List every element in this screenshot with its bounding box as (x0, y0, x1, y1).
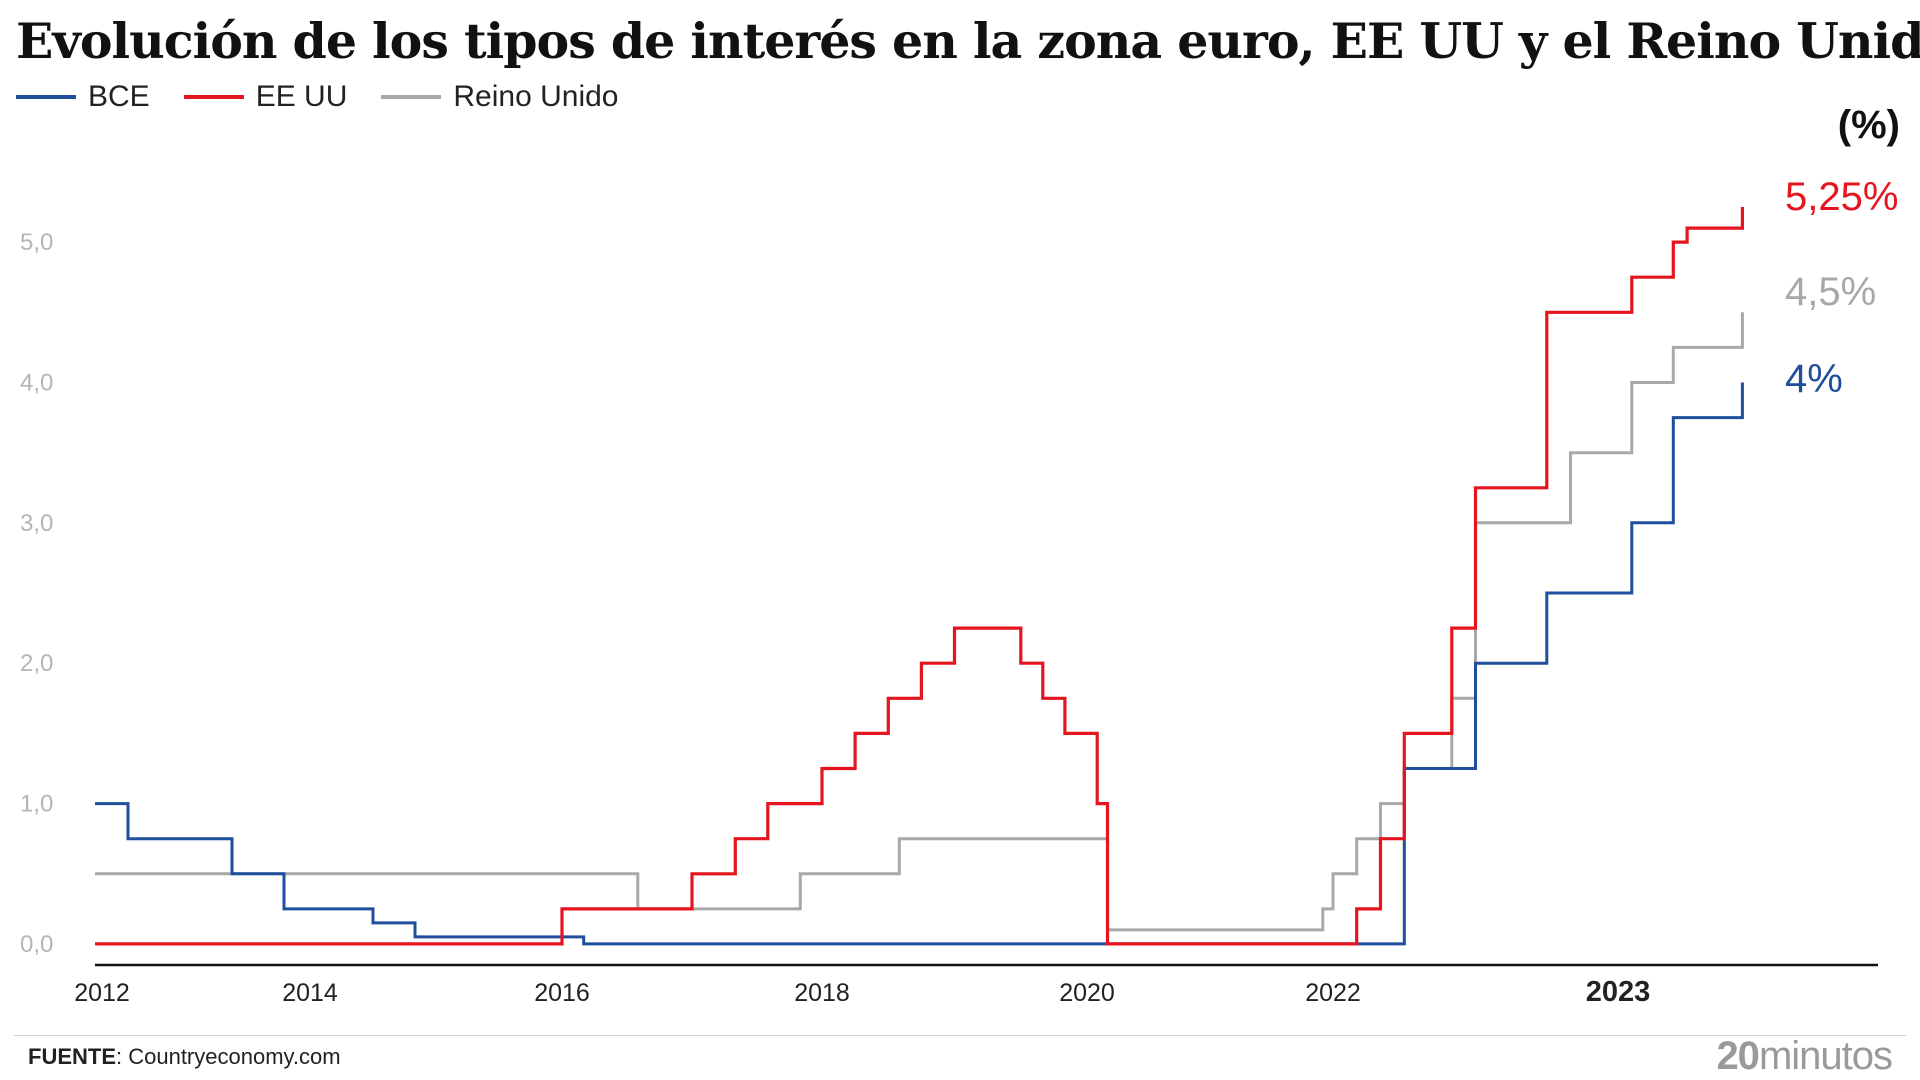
brand-logo-text: minutos (1758, 1034, 1893, 1078)
y-tick-label: 4,0 (20, 369, 53, 396)
legend-label-reino-unido: Reino Unido (453, 80, 619, 113)
end-label-bce: 4% (1785, 357, 1843, 401)
end-label-reino-unido: 4,5% (1785, 270, 1876, 314)
series-layer (95, 207, 1744, 946)
brand-logo-number: 20 (1716, 1034, 1759, 1078)
x-tick-label: 2012 (74, 979, 130, 1007)
series-line-ee-uu (95, 207, 1744, 946)
y-tick-label: 2,0 (20, 650, 53, 677)
legend-item-eeuu: EE UU (183, 80, 348, 114)
x-tick-label: 2014 (282, 979, 338, 1007)
legend: BCE EE UU Reino Unido (16, 80, 652, 114)
legend-label-eeuu: EE UU (255, 80, 348, 113)
x-tick-label: 2018 (794, 979, 850, 1007)
y-tick-label: 3,0 (20, 510, 53, 537)
legend-swatch-bce (16, 95, 76, 99)
brand-logo: 20minutos (1716, 1034, 1893, 1079)
legend-item-bce: BCE (16, 80, 150, 114)
y-axis: 0,0 1,0 2,0 3,0 4,0 5,0 (20, 229, 53, 958)
y-tick-label: 1,0 (20, 791, 53, 818)
x-tick-label: 2016 (534, 979, 590, 1007)
y-tick-label: 5,0 (20, 229, 53, 256)
end-label-ee-uu: 5,25% (1785, 175, 1898, 219)
footer-divider (14, 1035, 1906, 1036)
chart-svg: (%) 0,01,02,03,04,05,0 2012 2014 2016 2018 2… (20, 103, 1900, 1008)
legend-swatch-eeuu (183, 95, 244, 99)
x-tick-label: 2022 (1305, 979, 1361, 1007)
x-axis: 2012 2014 2016 2018 2020 2022 2023 (74, 963, 1878, 1008)
legend-item-reino-unido: Reino Unido (381, 80, 618, 114)
series-line-bce (95, 382, 1744, 946)
x-tick-label: 2020 (1059, 979, 1115, 1007)
unit-label: (%) (1838, 103, 1900, 147)
y-tick-label: 0,0 (20, 931, 53, 958)
legend-label-bce: BCE (88, 80, 150, 113)
source-text: : Countryeconomy.com (116, 1044, 341, 1069)
series-line-reino-unido (95, 312, 1744, 932)
chart-title: Evolución de los tipos de interés en la … (16, 12, 1920, 70)
source-note: FUENTE: Countryeconomy.com (28, 1044, 341, 1070)
legend-swatch-reino-unido (381, 95, 442, 99)
end-labels: 4% 5,25% 4,5% (1785, 175, 1898, 401)
source-label: FUENTE (28, 1044, 116, 1069)
x-tick-label: 2023 (1586, 976, 1651, 1008)
